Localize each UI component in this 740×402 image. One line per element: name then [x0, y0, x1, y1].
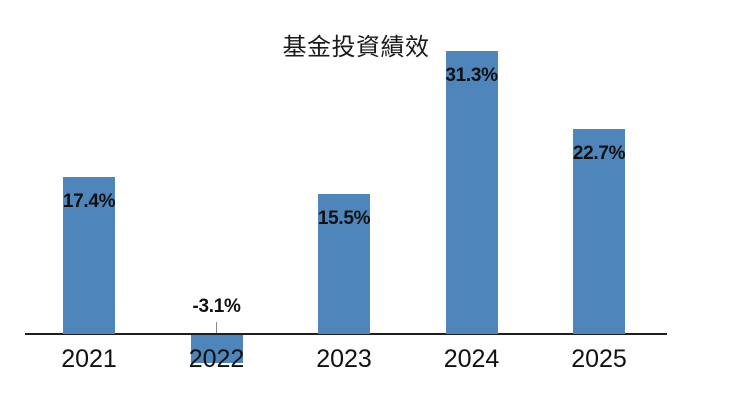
x-axis-tick-label: 2023: [316, 345, 372, 373]
bar-value-label: 17.4%: [62, 190, 116, 212]
bar-2021: [63, 176, 115, 334]
bar-value-label: 22.7%: [572, 142, 626, 164]
axis-tick: [215, 322, 218, 333]
x-axis-tick-label: 2025: [571, 345, 627, 373]
chart-title: 基金投資績效: [282, 34, 430, 61]
x-axis-line: [25, 333, 667, 335]
bar-2023: [318, 193, 370, 334]
bar-2022: [190, 335, 243, 364]
x-axis-tick-label: 2022: [188, 345, 245, 373]
bar-value-label: -3.1%: [192, 296, 241, 317]
bar-2025: [573, 128, 625, 334]
x-axis-tick-label: 2024: [443, 345, 500, 373]
bar-2024: [445, 50, 498, 334]
x-axis-tick-label: 2021: [61, 345, 117, 373]
bar-value-label: 15.5%: [317, 207, 371, 229]
bar-value-label: 31.3%: [445, 64, 498, 86]
